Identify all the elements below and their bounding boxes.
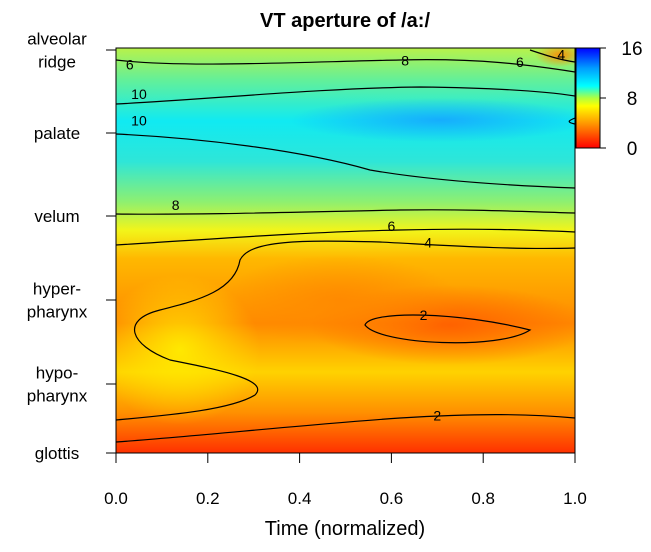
contour-line	[529, 49, 575, 63]
y-tick-label: velum	[34, 207, 79, 226]
x-axis: 0.0 0.2 0.4 0.6 0.8 1.0	[104, 452, 587, 508]
colorbar-tick-label: 16	[621, 39, 642, 60]
y-tick-label: alveolar ridge	[27, 30, 87, 72]
x-tick-label: 0.2	[196, 489, 220, 508]
contour-line	[364, 314, 532, 344]
x-axis-label: Time (normalized)	[265, 518, 425, 540]
contour-line	[116, 228, 575, 246]
contour-line	[116, 240, 575, 421]
contour-label: 2	[433, 407, 441, 423]
heatmap-field	[116, 48, 575, 453]
contour-line	[116, 209, 575, 215]
y-tick-label: glottis	[35, 444, 79, 463]
contour-label: 6	[388, 218, 396, 234]
contour-label: 6	[516, 54, 524, 70]
contour-labels: 4 6 8 6 10 10 8 6 4 2 2	[126, 47, 565, 424]
contour-label: 6	[126, 57, 134, 73]
contour-label: 10	[131, 86, 147, 102]
contour-lines	[116, 49, 575, 443]
y-tick-label: hypo-pharynx	[27, 364, 88, 406]
chart-title: VT aperture of /a:/	[260, 10, 430, 32]
contour-label: 4	[557, 47, 565, 63]
x-tick-label: 0.4	[288, 489, 312, 508]
contour-line	[568, 117, 575, 125]
contour-line	[116, 414, 575, 443]
colorbar-tick-label: 8	[627, 89, 638, 110]
contour-label: 4	[424, 235, 432, 251]
x-tick-label: 0.6	[380, 489, 404, 508]
x-tick-label: 0.8	[471, 489, 495, 508]
colorbar-bar	[575, 47, 601, 149]
contour-label: 8	[401, 53, 409, 69]
y-axis: glottis hypo-pharynx hyper-pharynx velum pal…	[27, 30, 117, 463]
contour-line	[116, 133, 575, 189]
contour-label: 2	[420, 307, 428, 323]
x-tick-label: 1.0	[563, 489, 587, 508]
contour-label: 10	[131, 113, 147, 129]
contour-line	[116, 59, 575, 73]
y-tick-label: palate	[34, 124, 80, 143]
contour-label: 8	[172, 197, 180, 213]
x-tick-label: 0.0	[104, 489, 128, 508]
contour-line	[116, 86, 575, 105]
colorbar-tick-label: 0	[627, 139, 638, 160]
y-tick-label: hyper-pharynx	[27, 280, 88, 322]
